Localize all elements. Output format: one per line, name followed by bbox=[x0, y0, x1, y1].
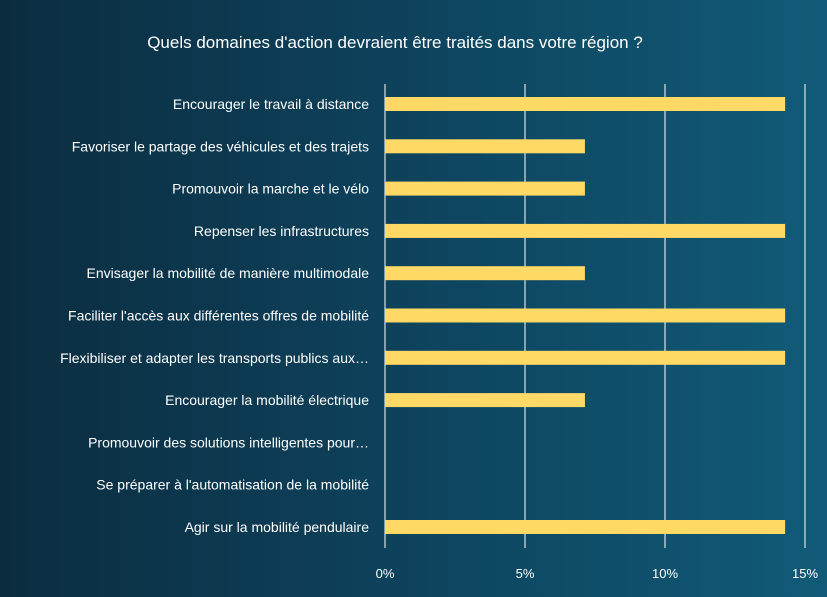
category-label: Flexibiliser et adapter les transports p… bbox=[60, 350, 369, 366]
category-label: Encourager le travail à distance bbox=[173, 96, 369, 112]
bar bbox=[385, 393, 585, 408]
bar-layer bbox=[385, 97, 786, 534]
category-label: Envisager la mobilité de manière multimo… bbox=[87, 265, 370, 281]
category-label: Favoriser le partage des véhicules et de… bbox=[72, 138, 369, 154]
category-label: Encourager la mobilité électrique bbox=[165, 392, 369, 408]
bar bbox=[385, 97, 786, 111]
category-labels: Encourager le travail à distance Favorise… bbox=[60, 96, 369, 535]
x-tick-label: 5% bbox=[516, 566, 535, 581]
category-label: Faciliter l'accès aux différentes offres… bbox=[68, 308, 369, 324]
bar bbox=[385, 223, 786, 238]
x-tick-label: 0% bbox=[376, 566, 395, 581]
x-axis-ticks: 0% 5% 10% 15% bbox=[376, 566, 819, 581]
bar bbox=[385, 520, 786, 534]
category-label: Promouvoir des solutions intelligentes p… bbox=[88, 434, 369, 450]
x-tick-label: 10% bbox=[652, 566, 678, 581]
bar bbox=[385, 350, 786, 365]
category-label: Se préparer à l'automatisation de la mob… bbox=[96, 477, 369, 493]
bar bbox=[385, 181, 585, 196]
x-tick-label: 15% bbox=[792, 566, 818, 581]
bar bbox=[385, 308, 786, 323]
category-label: Agir sur la mobilité pendulaire bbox=[185, 519, 370, 535]
chart-title: Quels domaines d'action devraient être t… bbox=[147, 33, 643, 52]
category-label: Promouvoir la marche et le vélo bbox=[172, 181, 369, 197]
category-label: Repenser les infrastructures bbox=[194, 223, 369, 239]
bar bbox=[385, 139, 585, 154]
bar bbox=[385, 266, 585, 281]
